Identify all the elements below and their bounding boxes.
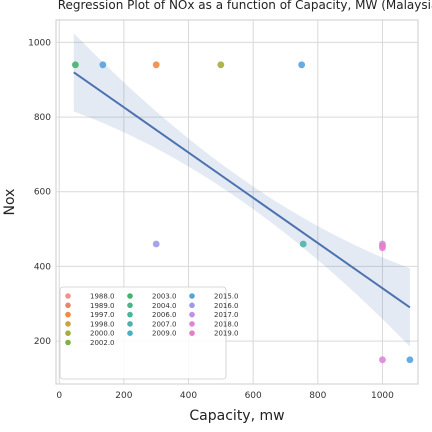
legend-label-0: 1988.0 (90, 293, 115, 301)
data-point-2-0 (152, 61, 160, 69)
legend-marker-14 (189, 321, 195, 327)
legend-label-12: 2016.0 (214, 302, 239, 310)
legend-label-8: 2006.0 (152, 311, 177, 319)
data-point-9-0 (299, 240, 307, 248)
legend-marker-2 (65, 311, 71, 318)
y-tick-label-2: 600 (34, 188, 51, 198)
legend-frame (59, 286, 227, 380)
data-point-11-2 (406, 356, 414, 364)
grid-lines (56, 20, 418, 384)
data-point-6-0 (71, 61, 79, 69)
legend-label-5: 2002.0 (90, 339, 115, 347)
legend-label-13: 2017.0 (214, 311, 239, 319)
legend-marker-7 (127, 302, 133, 309)
x-tick-label-3: 600 (245, 391, 262, 401)
x-tick-label-5: 1000 (371, 391, 394, 401)
legend-label-11: 2015.0 (214, 293, 239, 301)
legend-label-1: 1989.0 (90, 302, 115, 310)
legend-label-15: 2019.0 (214, 330, 239, 338)
y-tick-label-1: 400 (34, 262, 51, 272)
legend-marker-13 (189, 311, 195, 318)
y-tick-labels: 200 400 600 800 1000 (28, 38, 51, 347)
regression-line (73, 71, 411, 309)
legend-marker-1 (65, 302, 71, 309)
data-point-11-0 (99, 61, 107, 69)
y-tick-label-3: 800 (34, 113, 51, 123)
y-tick-label-4: 1000 (28, 38, 51, 48)
y-tick-label-0: 200 (34, 337, 51, 347)
legend-marker-15 (189, 330, 195, 337)
legend-label-10: 2009.0 (152, 330, 177, 338)
x-tick-label-4: 800 (309, 391, 326, 401)
legend-marker-5 (65, 339, 71, 346)
x-axis-title: Capacity, mw (189, 408, 284, 424)
legend-marker-12 (189, 302, 195, 309)
legend-marker-4 (65, 330, 71, 337)
data-points (71, 61, 414, 364)
legend-label-2: 1997.0 (90, 311, 115, 319)
legend-label-14: 2018.0 (214, 320, 239, 328)
data-point-15-0 (379, 242, 386, 250)
legend-label-4: 2000.0 (90, 330, 115, 338)
legend-marker-9 (127, 321, 133, 327)
legend-marker-6 (127, 293, 133, 299)
x-tick-label-0: 0 (56, 391, 62, 401)
legend-marker-11 (189, 293, 195, 299)
legend-marker-3 (65, 321, 71, 327)
x-tick-label-2: 400 (180, 391, 197, 401)
x-tick-label-1: 200 (115, 391, 132, 401)
regression-line-group (73, 71, 411, 309)
legend-label-7: 2004.0 (152, 302, 177, 310)
data-point-11-1 (298, 61, 306, 69)
chart-title: Regression Plot of NOx as a function of … (58, 0, 432, 12)
x-tick-labels: 0 200 400 600 800 1000 (56, 391, 394, 401)
legend-marker-10 (127, 330, 133, 337)
data-point-14-1 (379, 356, 386, 364)
data-point-12-0 (152, 240, 160, 248)
legend-label-9: 2007.0 (152, 320, 177, 328)
y-axis-title: Nox (2, 189, 18, 216)
data-point-4-0 (217, 61, 225, 69)
legend-marker-0 (65, 293, 71, 299)
legend-label-6: 2003.0 (152, 293, 177, 301)
legend-label-3: 1998.0 (90, 320, 115, 328)
legend-marker-8 (127, 311, 133, 318)
